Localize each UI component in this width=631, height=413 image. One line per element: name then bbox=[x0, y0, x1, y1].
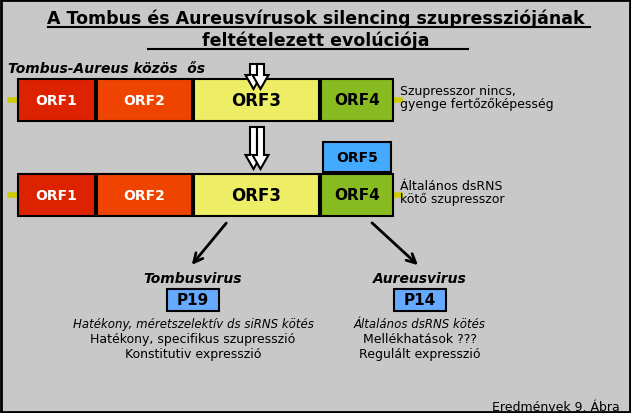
Text: Konstitutiv expresszió: Konstitutiv expresszió bbox=[125, 347, 261, 360]
Bar bbox=[394, 289, 446, 311]
Text: A Tombus és Aureusvírusok silencing szupressziójának: A Tombus és Aureusvírusok silencing szup… bbox=[47, 10, 585, 28]
Text: ORF2: ORF2 bbox=[124, 94, 165, 108]
Text: Tombus-Aureus közös  ős: Tombus-Aureus közös ős bbox=[8, 62, 205, 76]
Text: P19: P19 bbox=[177, 293, 209, 308]
Polygon shape bbox=[245, 128, 261, 170]
Bar bbox=[97, 80, 192, 122]
Text: Hatékony, specifikus szupresszió: Hatékony, specifikus szupresszió bbox=[90, 332, 296, 345]
Text: Regulált expresszió: Regulált expresszió bbox=[359, 347, 481, 360]
Bar bbox=[321, 175, 393, 216]
Text: ORF4: ORF4 bbox=[334, 188, 380, 203]
Bar bbox=[194, 175, 319, 216]
Text: Hatékony, méretszelektív ds siRNS kötés: Hatékony, méretszelektív ds siRNS kötés bbox=[73, 317, 314, 330]
Text: Eredmények 9. Ábra: Eredmények 9. Ábra bbox=[492, 399, 620, 413]
Text: ORF5: ORF5 bbox=[336, 151, 378, 165]
Text: ORF1: ORF1 bbox=[35, 94, 78, 108]
Bar bbox=[194, 80, 319, 122]
Bar bbox=[97, 175, 192, 216]
Bar bbox=[167, 289, 219, 311]
Text: ORF3: ORF3 bbox=[232, 187, 281, 204]
Text: Általános dsRNS kötés: Általános dsRNS kötés bbox=[354, 317, 486, 330]
Text: ORF4: ORF4 bbox=[334, 93, 380, 108]
Bar bbox=[18, 80, 95, 122]
Polygon shape bbox=[245, 65, 261, 90]
Text: gyenge fertőzőképesség: gyenge fertőzőképesség bbox=[400, 98, 553, 111]
Text: Általános dsRNS: Általános dsRNS bbox=[400, 180, 502, 192]
Text: Mellékhatások ???: Mellékhatások ??? bbox=[363, 332, 477, 345]
Text: ORF3: ORF3 bbox=[232, 92, 281, 110]
Text: Szupresszor nincs,: Szupresszor nincs, bbox=[400, 85, 516, 98]
Text: feltételezett evolúciója: feltételezett evolúciója bbox=[203, 32, 430, 50]
Polygon shape bbox=[252, 128, 269, 170]
Text: Tombusvirus: Tombusvirus bbox=[144, 271, 242, 285]
Text: P14: P14 bbox=[404, 293, 436, 308]
Text: kötő szupresszor: kötő szupresszor bbox=[400, 192, 505, 206]
Bar bbox=[321, 80, 393, 122]
Polygon shape bbox=[252, 65, 269, 90]
Bar bbox=[18, 175, 95, 216]
Bar bbox=[323, 142, 391, 173]
Text: ORF2: ORF2 bbox=[124, 189, 165, 202]
Text: Aureusvirus: Aureusvirus bbox=[373, 271, 467, 285]
Text: ORF1: ORF1 bbox=[35, 189, 78, 202]
